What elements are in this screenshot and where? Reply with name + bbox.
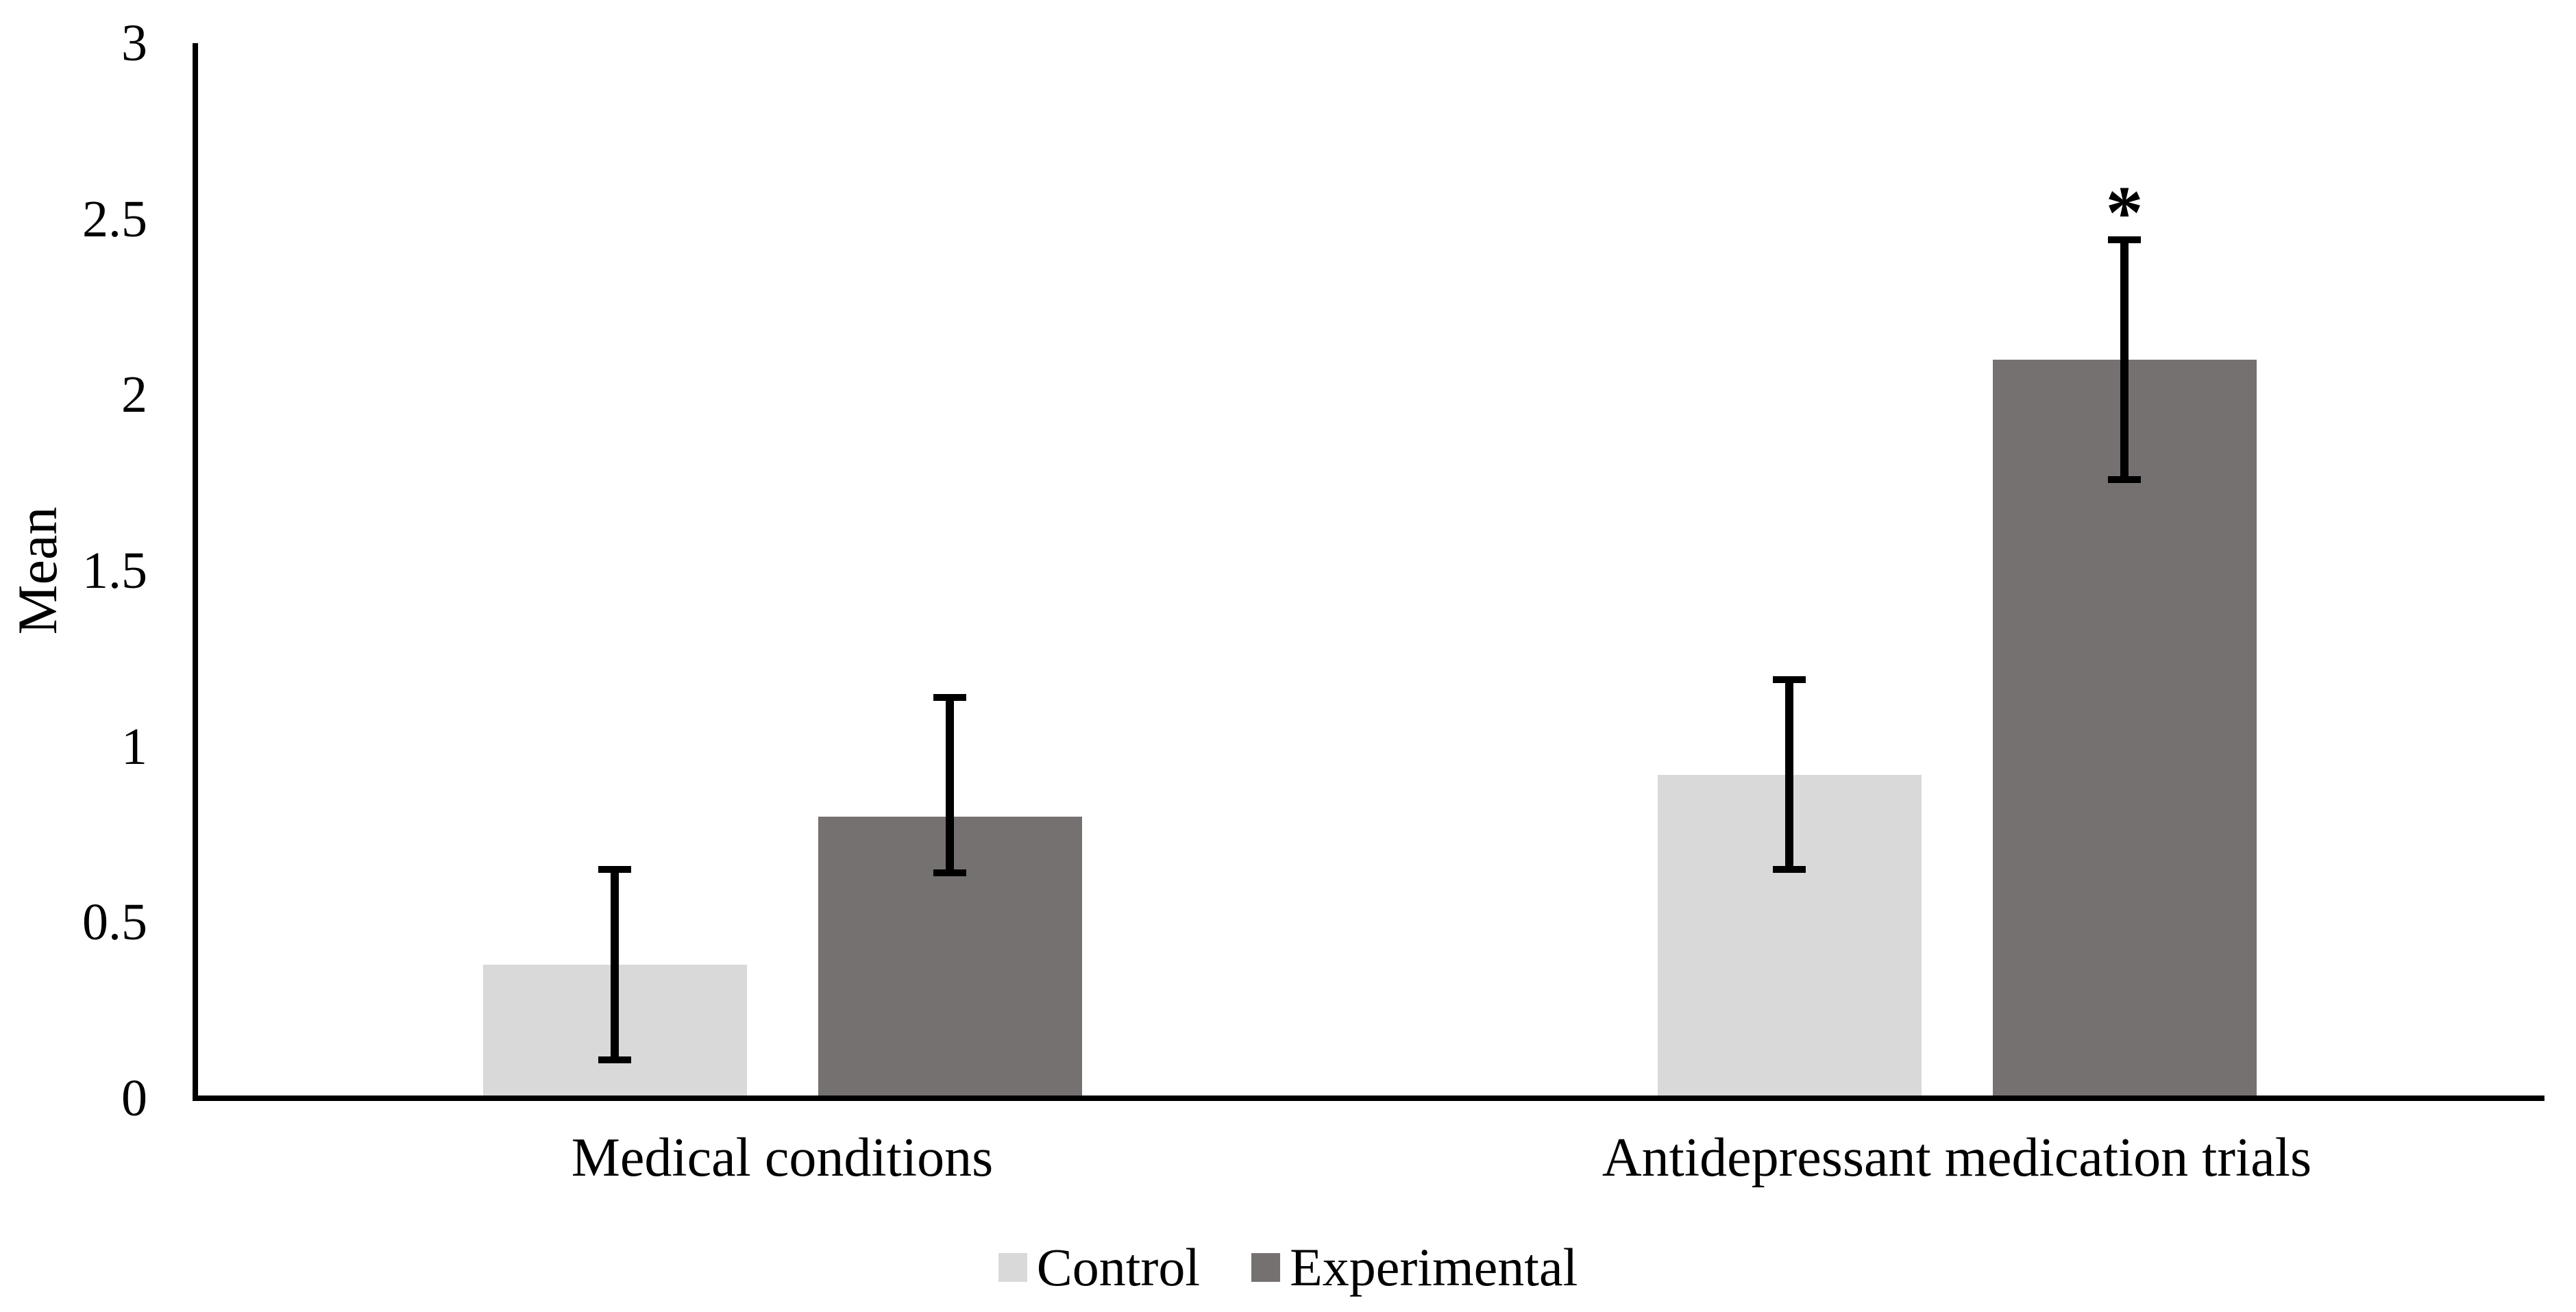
y-tick-label-1.5: 1.5 (82, 542, 147, 599)
y-tick-label-1: 1 (121, 717, 147, 776)
legend-label-experimental: Experimental (1290, 1237, 1578, 1297)
error-line (2120, 240, 2129, 480)
y-tick-label-0: 0 (121, 1069, 147, 1127)
bar-experimental-antidepressant-medication-trials (1992, 360, 2257, 1098)
error-cap-bottom (2108, 475, 2141, 483)
error-cap-bottom (598, 1056, 631, 1063)
error-bar-control-medical-conditions (598, 866, 631, 1063)
error-line (1785, 680, 1793, 870)
significance-asterisk: * (2105, 171, 2144, 255)
legend-item-experimental: Experimental (1251, 1237, 1578, 1298)
legend-item-control: Control (998, 1237, 1200, 1298)
error-bar-control-antidepressant-medication-trials (1773, 676, 1806, 874)
y-tick-label-0.5: 0.5 (82, 893, 147, 952)
error-bar-experimental-medical-conditions (933, 693, 966, 877)
category-label-antidepressant-medication-trials: Antidepressant medication trials (1602, 1128, 2312, 1188)
error-cap-bottom (933, 869, 966, 877)
error-cap-bottom (1773, 866, 1806, 874)
error-line (946, 697, 954, 874)
error-line (611, 869, 619, 1060)
category-label-medical-conditions: Medical conditions (571, 1128, 994, 1188)
y-tick-label-3: 3 (121, 14, 147, 72)
legend-label-control: Control (1036, 1237, 1201, 1297)
legend-key-control (998, 1253, 1027, 1282)
legend-key-experimental (1251, 1253, 1281, 1282)
x-axis-line (193, 1096, 2544, 1101)
y-axis-line (193, 43, 198, 1101)
error-bar-experimental-antidepressant-medication-trials (2108, 236, 2141, 483)
y-tick-label-2: 2 (121, 366, 147, 424)
legend: Control Experimental (0, 1226, 2576, 1309)
y-tick-label-2.5: 2.5 (82, 190, 147, 248)
